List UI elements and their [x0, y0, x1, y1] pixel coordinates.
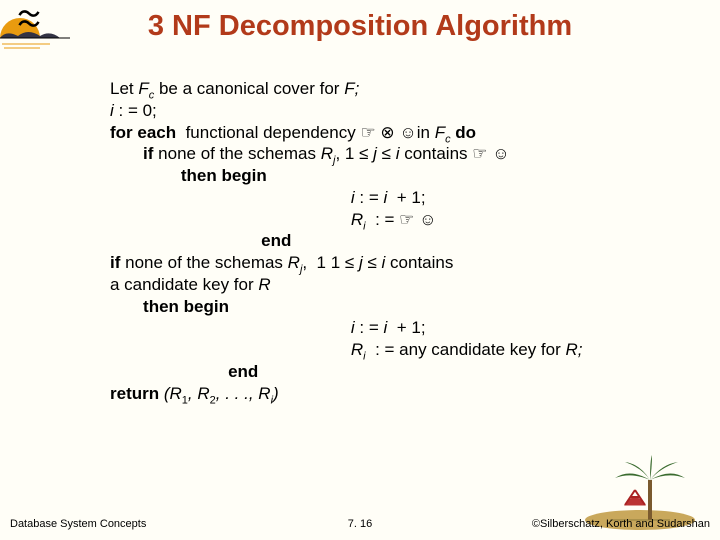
t: if — [110, 144, 158, 163]
t: then begin — [110, 166, 267, 185]
t: R — [258, 275, 270, 294]
t: i — [384, 318, 393, 337]
t: be a canonical cover for — [154, 79, 344, 98]
t: contains — [385, 253, 453, 272]
t: contains ☞ ☺ — [399, 144, 509, 163]
t: end — [110, 362, 258, 381]
t: + 1; — [392, 188, 426, 207]
t: R — [321, 144, 333, 163]
t: R — [110, 210, 363, 229]
t: functional dependency ☞ ⊗ ☺in — [176, 123, 435, 142]
t: a candidate key for — [110, 275, 258, 294]
t: : = ☞ ☺ — [366, 210, 437, 229]
t: R — [110, 340, 363, 359]
birds-icon: 〜〜 — [18, 10, 40, 30]
t: : = any candidate key for — [366, 340, 566, 359]
t: F; — [344, 79, 359, 98]
t: F — [435, 123, 445, 142]
t: : = 0; — [119, 101, 157, 120]
t: R; — [566, 340, 583, 359]
t: : = — [355, 318, 384, 337]
t: , 1 ≤ — [335, 144, 373, 163]
slide: 〜〜 3 NF Decomposition Algorithm Let Fc b… — [0, 0, 720, 540]
t: , 1 1 ≤ — [302, 253, 359, 272]
t: F — [138, 79, 148, 98]
t: ≤ — [367, 253, 381, 272]
t: R — [288, 253, 300, 272]
t: i — [110, 101, 119, 120]
t: ≤ — [382, 144, 396, 163]
t: (R — [164, 384, 182, 403]
t: i — [384, 188, 393, 207]
t: ) — [273, 384, 279, 403]
t: + 1; — [392, 318, 426, 337]
t: none of the schemas — [125, 253, 288, 272]
footer-left: Database System Concepts — [10, 518, 146, 530]
t: , R — [188, 384, 210, 403]
t: return — [110, 384, 164, 403]
t: Let — [110, 79, 138, 98]
footer-right: ©Silberschatz, Korth and Sudarshan — [532, 518, 710, 530]
t: if — [110, 253, 125, 272]
t: : = — [355, 188, 384, 207]
t: then begin — [110, 297, 229, 316]
t: i — [110, 188, 355, 207]
t: , . . ., R — [216, 384, 271, 403]
t: for each — [110, 123, 176, 142]
t: j — [373, 144, 382, 163]
t: end — [110, 231, 291, 250]
t: do — [451, 123, 477, 142]
t: none of the schemas — [158, 144, 321, 163]
slide-title: 3 NF Decomposition Algorithm — [0, 0, 720, 43]
footer-center: 7. 16 — [348, 518, 372, 530]
t: i — [110, 318, 355, 337]
algorithm-body: Let Fc be a canonical cover for F; i : =… — [110, 78, 690, 404]
